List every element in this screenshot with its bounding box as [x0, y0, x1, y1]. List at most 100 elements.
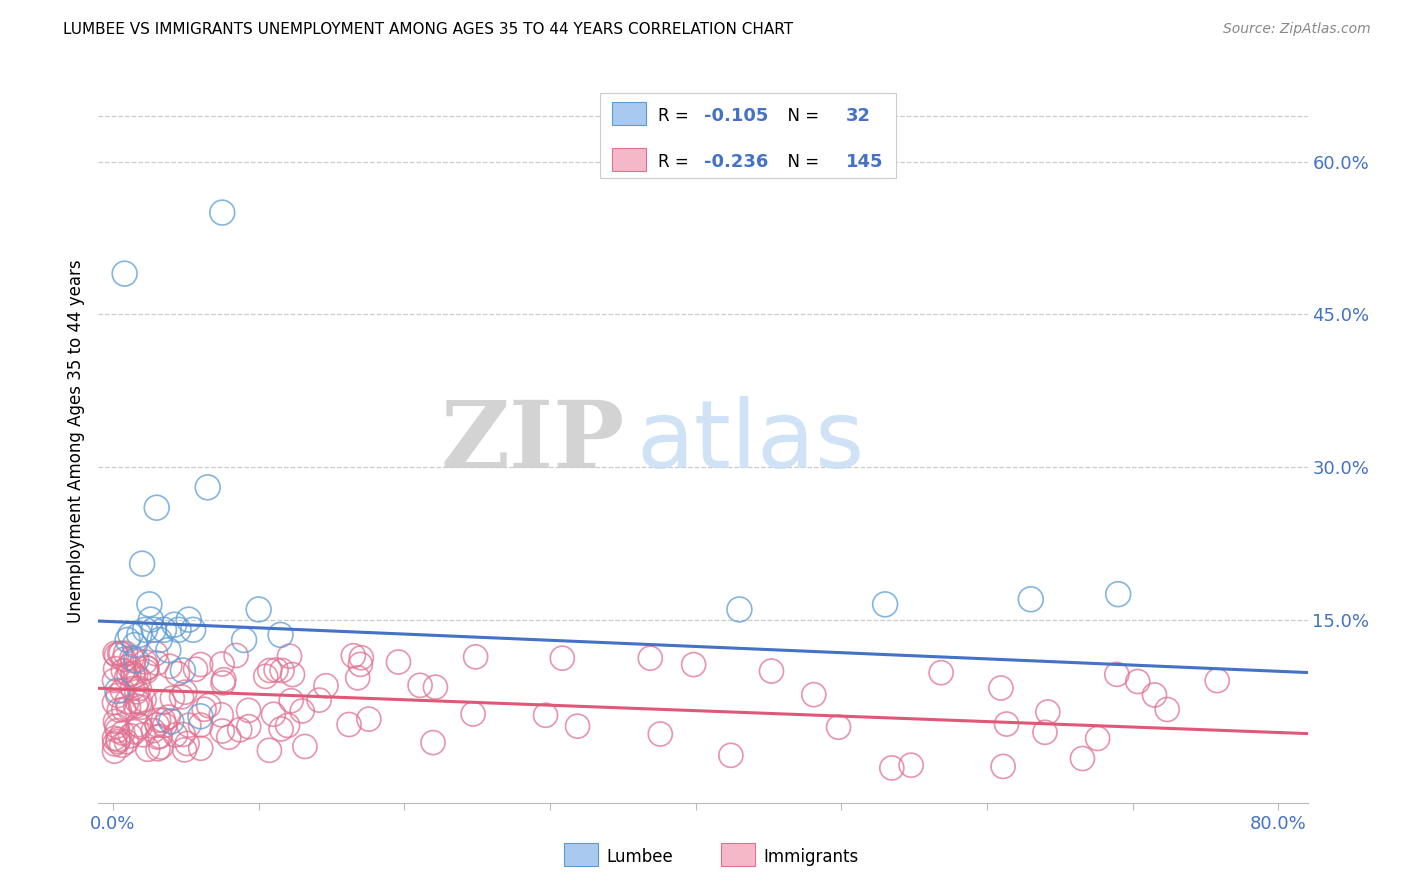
Point	[225, 648, 247, 663]
Point	[128, 628, 150, 642]
Point	[803, 688, 825, 702]
Point	[995, 717, 1018, 731]
Point	[1071, 751, 1094, 765]
Point	[153, 623, 176, 637]
Point	[107, 723, 129, 738]
Point	[212, 676, 235, 690]
Point	[270, 722, 292, 736]
Point	[281, 667, 304, 681]
Point	[124, 724, 146, 739]
Point	[103, 673, 125, 688]
Point	[259, 664, 281, 678]
Point	[104, 737, 127, 751]
Point	[337, 717, 360, 731]
Point	[650, 727, 672, 741]
Point	[107, 689, 129, 703]
Point	[105, 648, 128, 662]
Point	[197, 698, 219, 713]
Point	[132, 728, 155, 742]
Point	[176, 737, 198, 751]
Point	[174, 685, 197, 699]
Point	[118, 659, 141, 673]
Point	[120, 628, 142, 642]
Point	[103, 696, 125, 710]
Point	[308, 693, 330, 707]
Point	[190, 741, 212, 756]
Point	[122, 654, 145, 668]
FancyBboxPatch shape	[600, 93, 897, 178]
Point	[148, 713, 170, 727]
Point	[170, 690, 193, 704]
Point	[138, 598, 160, 612]
Point	[128, 672, 150, 686]
Point	[346, 671, 368, 685]
Point	[115, 670, 138, 684]
Point	[184, 662, 207, 676]
Text: Lumbee: Lumbee	[606, 848, 673, 866]
Point	[425, 680, 447, 694]
Point	[128, 695, 150, 709]
Point	[131, 557, 153, 571]
Point	[145, 647, 167, 661]
Point	[104, 662, 127, 676]
Point	[264, 663, 287, 677]
Point	[108, 703, 131, 717]
Point	[118, 667, 141, 681]
Point	[122, 669, 145, 683]
Point	[278, 649, 301, 664]
Point	[247, 602, 270, 616]
Point	[157, 643, 180, 657]
Point	[115, 735, 138, 749]
Point	[827, 720, 849, 734]
Point	[139, 613, 162, 627]
Point	[142, 723, 165, 738]
Point	[880, 761, 903, 775]
Point	[263, 707, 285, 722]
FancyBboxPatch shape	[564, 843, 598, 865]
Point	[1126, 674, 1149, 689]
Point	[211, 724, 233, 739]
Point	[387, 655, 409, 669]
Point	[166, 666, 188, 681]
Point	[125, 653, 148, 667]
Point	[162, 691, 184, 706]
Point	[157, 710, 180, 724]
Point	[152, 695, 174, 709]
Text: -0.105: -0.105	[704, 107, 769, 126]
Point	[104, 714, 127, 729]
FancyBboxPatch shape	[613, 148, 647, 171]
Point	[193, 702, 215, 716]
Point	[172, 664, 194, 678]
Point	[190, 657, 212, 672]
Point	[1156, 702, 1178, 716]
Point	[114, 267, 136, 281]
Point	[280, 694, 302, 708]
Point	[135, 661, 157, 675]
Point	[209, 707, 232, 722]
Point	[172, 727, 194, 741]
Point	[238, 703, 260, 717]
Point	[128, 717, 150, 731]
Point	[134, 623, 156, 637]
Point	[136, 742, 159, 756]
Point	[153, 718, 176, 732]
FancyBboxPatch shape	[721, 843, 755, 865]
Point	[134, 692, 156, 706]
Point	[990, 681, 1012, 695]
Point	[211, 205, 233, 219]
Point	[107, 734, 129, 748]
Point	[357, 712, 380, 726]
Text: 32: 32	[845, 107, 870, 126]
Point	[422, 735, 444, 749]
Text: LUMBEE VS IMMIGRANTS UNEMPLOYMENT AMONG AGES 35 TO 44 YEARS CORRELATION CHART: LUMBEE VS IMMIGRANTS UNEMPLOYMENT AMONG …	[63, 22, 793, 37]
Point	[1019, 592, 1042, 607]
Point	[103, 744, 125, 758]
Point	[105, 719, 128, 733]
Point	[129, 720, 152, 734]
Point	[212, 673, 235, 687]
Point	[145, 500, 167, 515]
Point	[238, 720, 260, 734]
Point	[125, 698, 148, 713]
Point	[173, 743, 195, 757]
Point	[1206, 673, 1229, 688]
